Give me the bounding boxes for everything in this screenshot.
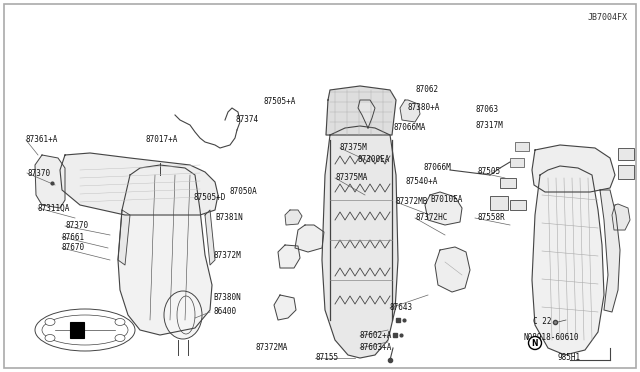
Ellipse shape (164, 291, 202, 339)
Text: 86400: 86400 (213, 308, 236, 317)
Text: B7010EA: B7010EA (430, 196, 462, 205)
Text: 87558R: 87558R (478, 214, 506, 222)
Polygon shape (35, 155, 65, 208)
Text: 87155: 87155 (315, 353, 338, 362)
Ellipse shape (35, 309, 135, 351)
Polygon shape (278, 245, 300, 268)
Text: 87370: 87370 (65, 221, 88, 231)
Ellipse shape (45, 334, 55, 341)
Text: 87311QA: 87311QA (38, 203, 70, 212)
Text: 87062: 87062 (416, 86, 439, 94)
Text: 87540+A: 87540+A (406, 177, 438, 186)
Text: 87063: 87063 (475, 106, 498, 115)
Text: JB7004FX: JB7004FX (588, 13, 628, 22)
Text: 87066M: 87066M (424, 164, 452, 173)
Text: 87372MA: 87372MA (255, 343, 287, 353)
Text: 87505+D: 87505+D (193, 193, 225, 202)
Text: 87066MA: 87066MA (393, 124, 426, 132)
Ellipse shape (115, 334, 125, 341)
Polygon shape (322, 126, 398, 358)
Polygon shape (435, 247, 470, 292)
Text: 985H1: 985H1 (557, 353, 580, 362)
Polygon shape (612, 204, 630, 230)
Polygon shape (600, 190, 620, 312)
Text: 87372MB: 87372MB (396, 198, 428, 206)
Text: 87375M: 87375M (340, 144, 368, 153)
Text: 87602+A: 87602+A (360, 331, 392, 340)
Polygon shape (118, 165, 212, 335)
Text: 87505: 87505 (478, 167, 501, 176)
Polygon shape (205, 210, 215, 265)
Text: 87372M: 87372M (213, 250, 241, 260)
Text: 87380+A: 87380+A (408, 103, 440, 112)
Bar (510, 158, 524, 167)
Text: 87643: 87643 (390, 304, 413, 312)
Polygon shape (358, 100, 375, 128)
Text: 87603+A: 87603+A (360, 343, 392, 353)
Text: 87317M: 87317M (475, 122, 503, 131)
Bar (618, 165, 634, 179)
Polygon shape (295, 225, 324, 252)
Text: C 22: C 22 (533, 317, 552, 327)
Bar (500, 178, 516, 188)
Polygon shape (400, 100, 420, 122)
Bar (515, 142, 529, 151)
Ellipse shape (45, 318, 55, 326)
Text: 87361+A: 87361+A (26, 135, 58, 144)
Text: N08918-60610: N08918-60610 (524, 334, 579, 343)
Text: 87372HC: 87372HC (415, 214, 447, 222)
Bar (510, 200, 526, 210)
Text: 87370: 87370 (27, 169, 50, 177)
Polygon shape (532, 145, 615, 192)
Polygon shape (532, 166, 604, 355)
Bar (70, 322, 84, 338)
Text: B7381N: B7381N (215, 214, 243, 222)
Polygon shape (118, 210, 130, 265)
Text: 87374: 87374 (236, 115, 259, 125)
Text: 87661: 87661 (62, 232, 85, 241)
Text: B7380N: B7380N (213, 294, 241, 302)
Bar (618, 148, 634, 160)
Bar (490, 196, 508, 210)
Ellipse shape (115, 318, 125, 326)
Text: 87300EA: 87300EA (357, 155, 389, 164)
Text: 87505+A: 87505+A (263, 97, 296, 106)
Polygon shape (285, 210, 302, 225)
Text: N: N (532, 339, 538, 347)
Polygon shape (425, 192, 462, 225)
Ellipse shape (529, 337, 541, 350)
Text: 87050A: 87050A (229, 187, 257, 196)
Text: 87375MA: 87375MA (335, 173, 367, 183)
Text: 87670: 87670 (62, 244, 85, 253)
Polygon shape (326, 86, 396, 135)
Text: 87017+A: 87017+A (146, 135, 179, 144)
Polygon shape (274, 295, 296, 320)
Polygon shape (60, 153, 218, 215)
